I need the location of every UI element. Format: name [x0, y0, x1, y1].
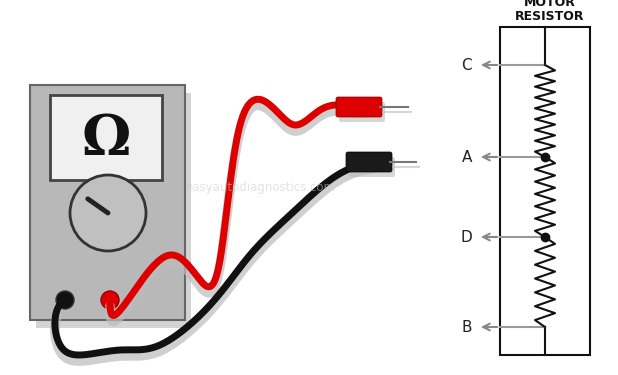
Text: Ω: Ω — [82, 112, 130, 167]
Text: D: D — [460, 230, 472, 244]
Bar — [50, 95, 162, 180]
Bar — [500, 27, 590, 355]
FancyBboxPatch shape — [349, 157, 395, 177]
Bar — [30, 85, 185, 320]
Bar — [36, 93, 191, 328]
FancyBboxPatch shape — [339, 102, 385, 122]
Circle shape — [101, 291, 119, 309]
Text: C: C — [462, 57, 472, 72]
Text: RESISTOR: RESISTOR — [515, 10, 585, 24]
Circle shape — [70, 175, 146, 251]
FancyBboxPatch shape — [346, 152, 392, 172]
FancyBboxPatch shape — [336, 97, 382, 117]
Text: B: B — [462, 320, 472, 334]
Text: easyautodiagnostics.com: easyautodiagnostics.com — [185, 180, 335, 194]
Text: A: A — [462, 150, 472, 165]
Text: MOTOR: MOTOR — [524, 0, 576, 9]
Circle shape — [56, 291, 74, 309]
